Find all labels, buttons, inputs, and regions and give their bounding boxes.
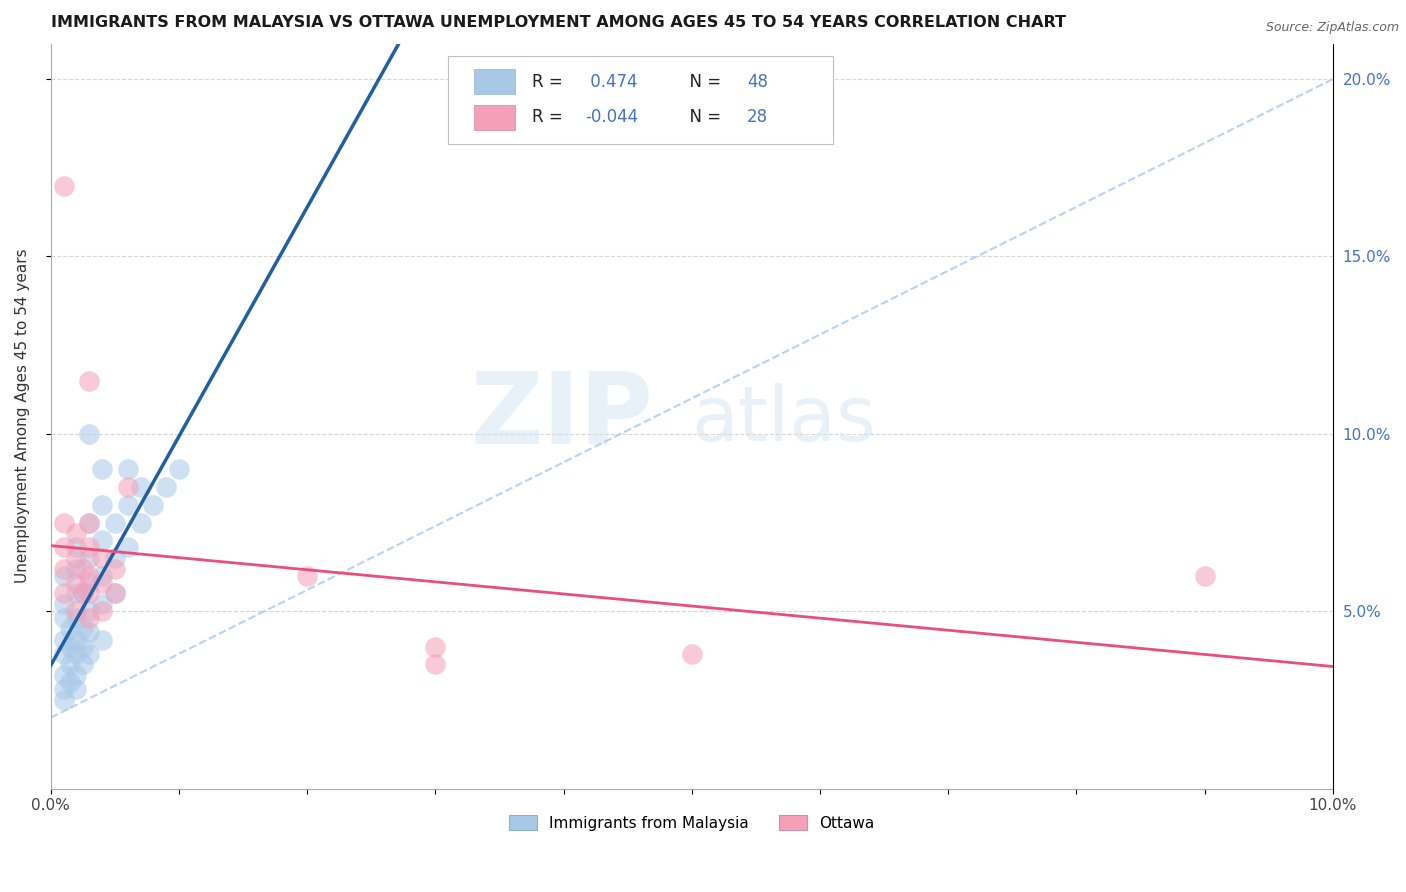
Point [104, 551, 127, 566]
Point [79, 426, 101, 441]
Point [104, 516, 127, 530]
Point [52, 541, 75, 555]
Text: -0.044: -0.044 [585, 109, 638, 127]
Point [52, 647, 75, 661]
Text: Source: ZipAtlas.com: Source: ZipAtlas.com [1265, 21, 1399, 34]
Point [681, 647, 703, 661]
Point [79, 625, 101, 640]
Text: 0.474: 0.474 [585, 72, 638, 91]
Text: N =: N = [679, 72, 727, 91]
Point [79, 604, 101, 618]
Point [59, 640, 82, 654]
Point [79, 374, 101, 388]
Point [117, 498, 139, 512]
Point [129, 516, 152, 530]
Point [104, 586, 127, 600]
Point [52, 178, 75, 193]
Point [52, 693, 75, 707]
Text: N =: N = [679, 109, 727, 127]
Point [72, 622, 94, 636]
Point [52, 668, 75, 682]
Point [65, 526, 87, 541]
Point [79, 647, 101, 661]
Point [65, 575, 87, 590]
Point [52, 682, 75, 697]
Point [52, 568, 75, 582]
Point [91, 568, 114, 582]
Bar [474, 69, 515, 95]
Point [79, 551, 101, 566]
Point [91, 575, 114, 590]
Point [52, 611, 75, 625]
Point [79, 516, 101, 530]
Point [91, 632, 114, 647]
Point [79, 575, 101, 590]
Point [52, 561, 75, 575]
Point [65, 647, 87, 661]
Text: 28: 28 [747, 109, 768, 127]
Point [79, 611, 101, 625]
Point [65, 561, 87, 575]
FancyBboxPatch shape [449, 56, 832, 145]
Point [65, 668, 87, 682]
Point [155, 480, 177, 494]
Point [65, 682, 87, 697]
Point [72, 586, 94, 600]
Point [117, 480, 139, 494]
Point [91, 498, 114, 512]
Point [52, 516, 75, 530]
Text: ZIP: ZIP [471, 368, 654, 465]
Point [72, 657, 94, 672]
Point [72, 561, 94, 575]
Point [65, 611, 87, 625]
Bar [474, 104, 515, 130]
Point [65, 604, 87, 618]
Point [65, 632, 87, 647]
Text: R =: R = [531, 72, 568, 91]
Point [104, 561, 127, 575]
Y-axis label: Unemployment Among Ages 45 to 54 years: Unemployment Among Ages 45 to 54 years [15, 249, 30, 583]
Point [65, 551, 87, 566]
Point [297, 568, 319, 582]
Point [117, 462, 139, 476]
Point [52, 597, 75, 611]
Text: 48: 48 [747, 72, 768, 91]
Point [59, 622, 82, 636]
Point [91, 462, 114, 476]
Point [65, 586, 87, 600]
Point [142, 498, 165, 512]
Point [72, 586, 94, 600]
Point [91, 604, 114, 618]
Point [129, 480, 152, 494]
Point [91, 533, 114, 548]
Point [52, 632, 75, 647]
Text: IMMIGRANTS FROM MALAYSIA VS OTTAWA UNEMPLOYMENT AMONG AGES 45 TO 54 YEARS CORREL: IMMIGRANTS FROM MALAYSIA VS OTTAWA UNEMP… [51, 15, 1066, 30]
Point [79, 586, 101, 600]
Point [1194, 568, 1216, 582]
Legend: Immigrants from Malaysia, Ottawa: Immigrants from Malaysia, Ottawa [503, 808, 880, 837]
Point [79, 516, 101, 530]
Point [79, 568, 101, 582]
Point [59, 675, 82, 690]
Point [117, 541, 139, 555]
Point [59, 657, 82, 672]
Point [425, 640, 447, 654]
Point [425, 657, 447, 672]
Point [91, 597, 114, 611]
Point [72, 640, 94, 654]
Text: atlas: atlas [692, 383, 877, 457]
Point [52, 586, 75, 600]
Text: R =: R = [531, 109, 568, 127]
Point [104, 586, 127, 600]
Point [167, 462, 190, 476]
Point [65, 541, 87, 555]
Point [79, 541, 101, 555]
Point [91, 551, 114, 566]
